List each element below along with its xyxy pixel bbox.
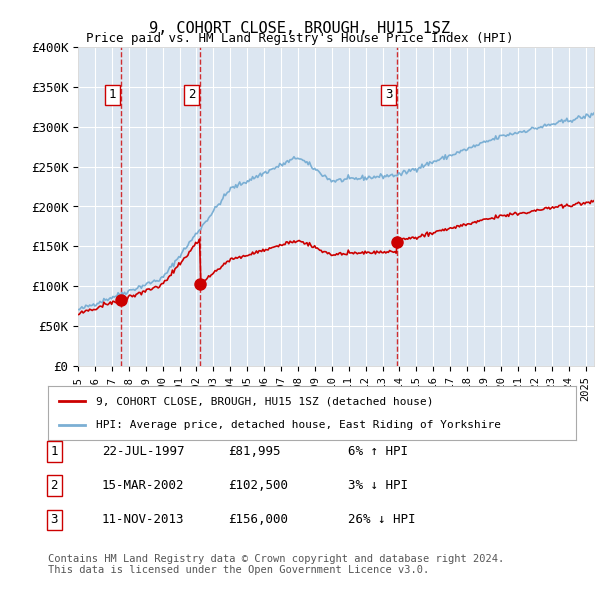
Text: 3: 3 — [385, 88, 392, 101]
Text: 15-MAR-2002: 15-MAR-2002 — [102, 479, 185, 492]
Text: 3: 3 — [50, 513, 58, 526]
Text: 22-JUL-1997: 22-JUL-1997 — [102, 445, 185, 458]
Text: 1: 1 — [109, 88, 116, 101]
Text: 9, COHORT CLOSE, BROUGH, HU15 1SZ (detached house): 9, COHORT CLOSE, BROUGH, HU15 1SZ (detac… — [95, 396, 433, 407]
Text: 1: 1 — [50, 445, 58, 458]
Text: 2: 2 — [50, 479, 58, 492]
Text: £102,500: £102,500 — [228, 479, 288, 492]
Text: 6% ↑ HPI: 6% ↑ HPI — [348, 445, 408, 458]
Text: 11-NOV-2013: 11-NOV-2013 — [102, 513, 185, 526]
Text: Contains HM Land Registry data © Crown copyright and database right 2024.
This d: Contains HM Land Registry data © Crown c… — [48, 553, 504, 575]
Text: 26% ↓ HPI: 26% ↓ HPI — [348, 513, 415, 526]
Text: 3% ↓ HPI: 3% ↓ HPI — [348, 479, 408, 492]
Text: 9, COHORT CLOSE, BROUGH, HU15 1SZ: 9, COHORT CLOSE, BROUGH, HU15 1SZ — [149, 21, 451, 35]
Text: £81,995: £81,995 — [228, 445, 281, 458]
Text: 2: 2 — [188, 88, 195, 101]
Text: £156,000: £156,000 — [228, 513, 288, 526]
Text: HPI: Average price, detached house, East Riding of Yorkshire: HPI: Average price, detached house, East… — [95, 419, 500, 430]
Text: Price paid vs. HM Land Registry's House Price Index (HPI): Price paid vs. HM Land Registry's House … — [86, 32, 514, 45]
